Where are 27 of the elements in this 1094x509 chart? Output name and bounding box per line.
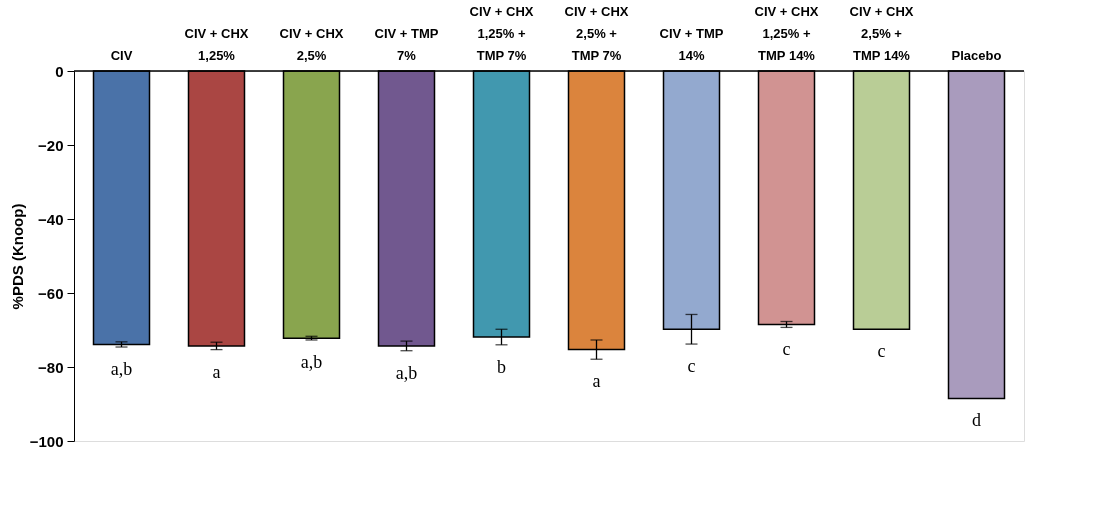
x-tick-label: Placebo (951, 48, 1002, 63)
annotation: a,b (395, 362, 418, 383)
x-tick-label: CIV + CHX 2,5% + TMP 14% (849, 4, 914, 63)
x-tick-label: CIV + TMP 7% (374, 26, 439, 63)
x-tick-label: CIV + TMP 14% (659, 26, 724, 63)
annotation: b (497, 356, 506, 377)
x-tick-label: CIV + CHX 1,25% + TMP 14% (754, 4, 819, 63)
annotation: a (592, 371, 601, 392)
y-tick-label: −100 (29, 432, 64, 450)
y-tick-label: 0 (55, 62, 64, 80)
x-tick-label: CIV (110, 48, 133, 63)
x-tick-label: CIV + CHX 1,25% + TMP 7% (469, 4, 534, 63)
x-tick-label: CIV + CHX 1,25% (184, 26, 249, 63)
y-tick-label: −80 (38, 358, 64, 376)
annotation: c (877, 341, 886, 362)
y-tick-label: −40 (38, 210, 64, 228)
y-tick-label: −60 (38, 284, 64, 302)
annotation: c (687, 356, 696, 377)
x-tick-label: CIV + CHX 2,5% (279, 26, 344, 63)
y-axis-title: %PDS (Knoop) (8, 203, 26, 310)
y-tick-label: −20 (38, 136, 64, 154)
annotation: a,b (300, 351, 323, 372)
annotation: a,b (110, 359, 133, 380)
annotation: d (972, 410, 981, 431)
annotation: a (212, 361, 221, 382)
x-tick-label: CIV + CHX 2,5% + TMP 7% (564, 4, 629, 63)
annotation: c (782, 339, 791, 360)
